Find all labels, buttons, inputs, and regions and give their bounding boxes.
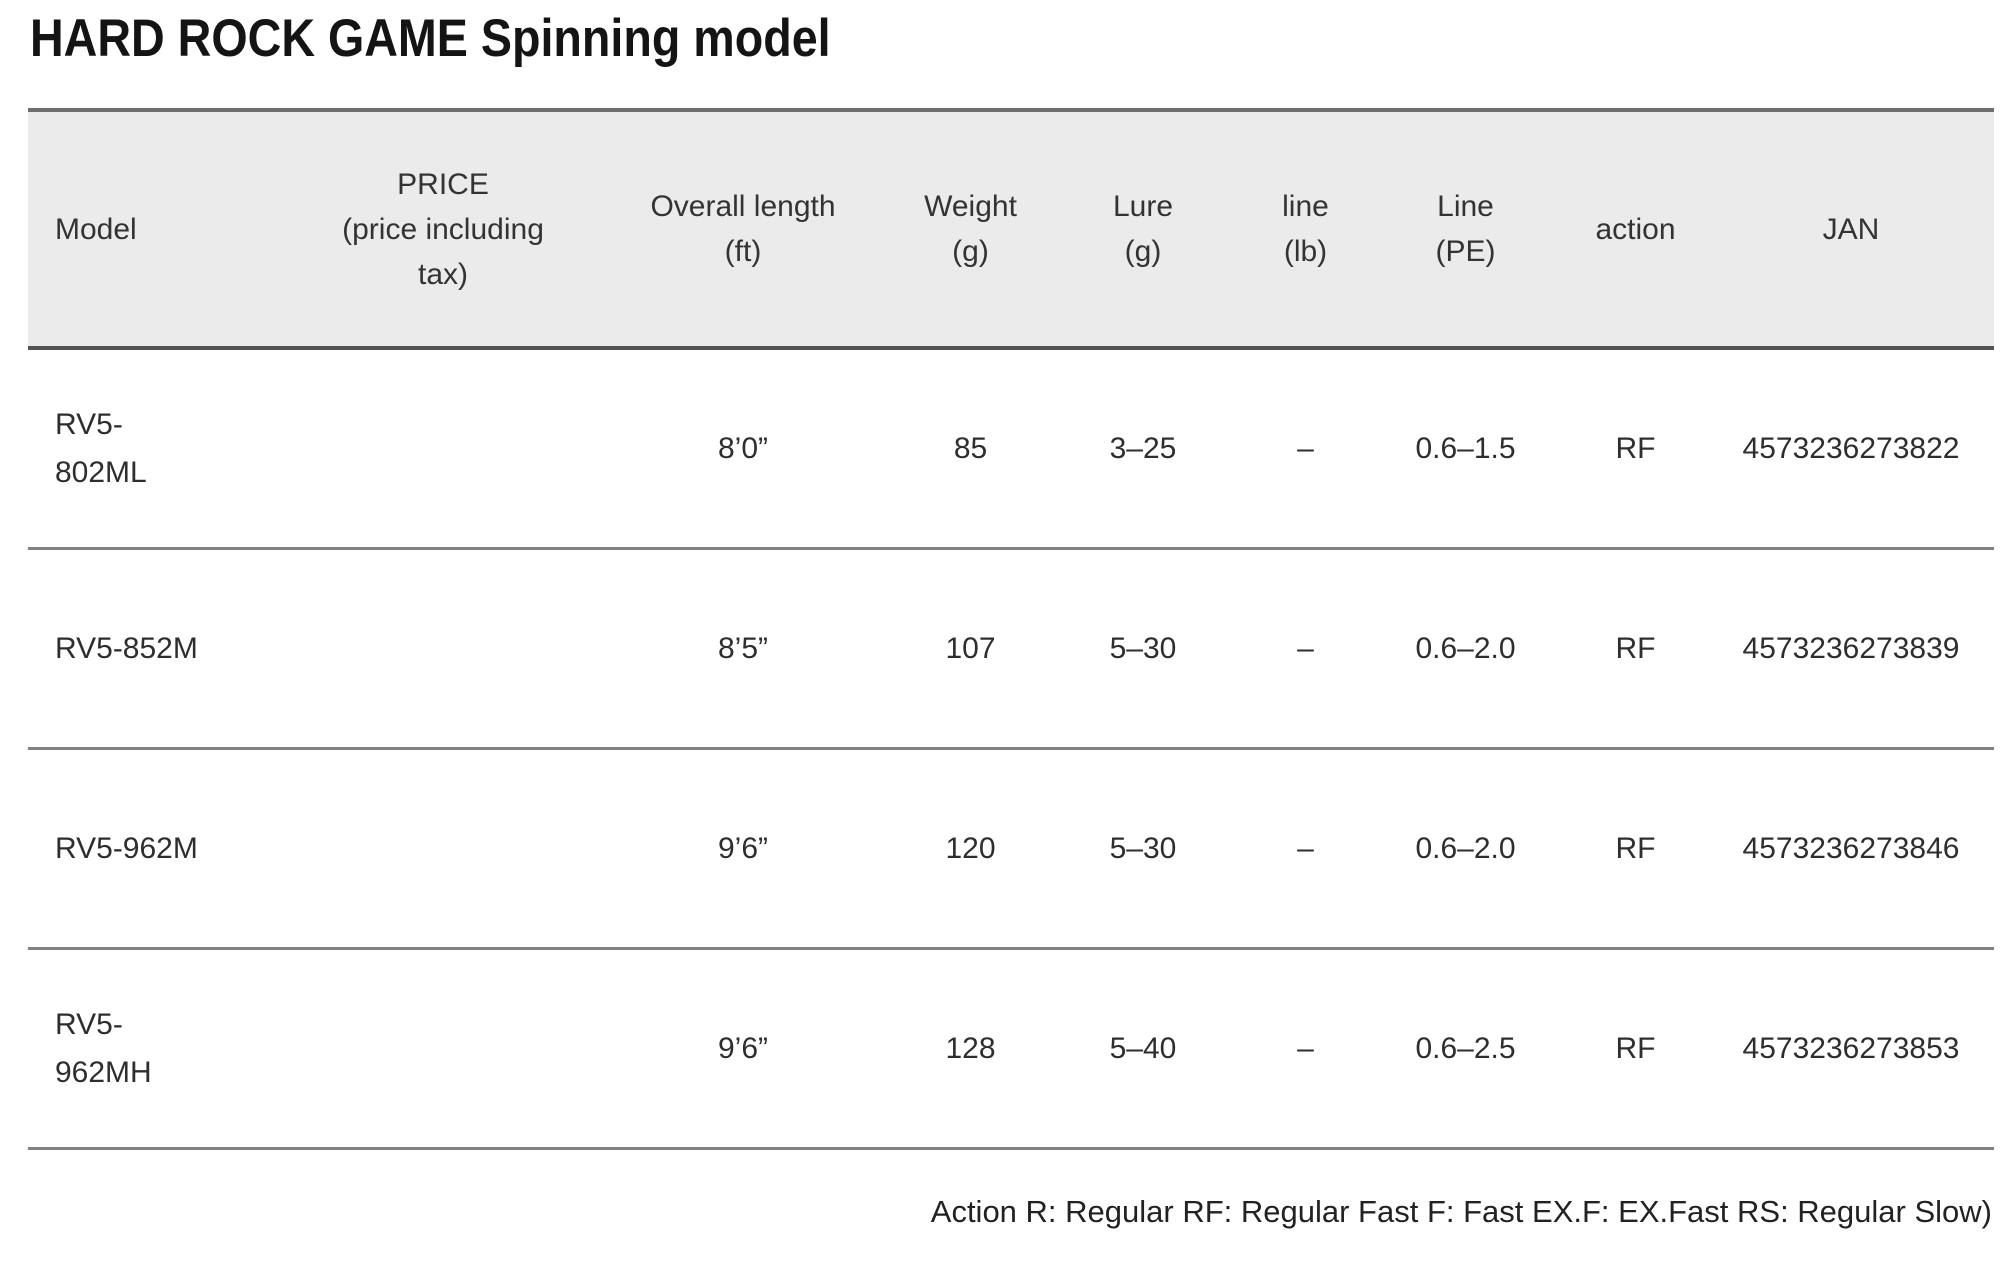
cell-line-pe: 0.6–2.0 (1415, 832, 1516, 865)
cell-model: RV5-802ML (28, 401, 298, 497)
col-header-price: PRICE (price including tax) (342, 167, 544, 291)
model-text: RV5-802ML (55, 407, 147, 489)
table-row: RV5-962M 9’6” 120 5–30 – 0.6–2.0 RF 4573… (28, 750, 1994, 950)
table-header-row: Model PRICE (price including tax) Overal… (28, 108, 1994, 350)
cell-action: RF (1615, 632, 1656, 665)
col-header-weight: Weight (g) (924, 190, 1017, 268)
model-text: RV5-962MH (55, 1007, 152, 1089)
table-row: RV5-962MH 9’6” 128 5–40 – 0.6–2.5 RF 457… (28, 950, 1994, 1150)
model-text: RV5-962M (55, 831, 198, 865)
cell-action: RF (1615, 832, 1656, 865)
col-header-lure: Lure (g) (1112, 190, 1174, 268)
cell-jan: 4573236273822 (1742, 432, 1960, 465)
cell-lure: 3–25 (1109, 432, 1177, 465)
cell-weight: 107 (945, 632, 996, 665)
page-title: HARD ROCK GAME Spinning model (30, 9, 831, 68)
cell-overall-length: 9’6” (717, 832, 769, 865)
col-header-line-lb: line (lb) (1282, 190, 1329, 268)
cell-model: RV5-962M (28, 825, 298, 873)
cell-overall-length: 8’0” (717, 432, 769, 465)
cell-weight: 128 (945, 1032, 996, 1065)
cell-line-lb: – (1297, 632, 1314, 665)
cell-line-pe: 0.6–1.5 (1415, 432, 1516, 465)
cell-line-lb: – (1297, 1032, 1314, 1065)
cell-weight: 120 (945, 832, 996, 865)
col-header-model: Model (55, 212, 137, 246)
cell-model: RV5-852M (28, 625, 298, 673)
cell-overall-length: 9’6” (717, 1032, 769, 1065)
cell-jan: 4573236273839 (1742, 632, 1960, 665)
cell-jan: 4573236273853 (1742, 1032, 1960, 1065)
cell-line-pe: 0.6–2.0 (1415, 632, 1516, 665)
cell-overall-length: 8’5” (717, 632, 769, 665)
cell-lure: 5–30 (1109, 832, 1177, 865)
cell-line-pe: 0.6–2.5 (1415, 1032, 1516, 1065)
cell-action: RF (1615, 1032, 1656, 1065)
col-header-jan: JAN (1822, 212, 1880, 246)
cell-line-lb: – (1297, 832, 1314, 865)
col-header-overall-length: Overall length (ft) (650, 190, 836, 268)
cell-model: RV5-962MH (28, 1001, 298, 1097)
table-row: RV5-852M 8’5” 107 5–30 – 0.6–2.0 RF 4573… (28, 550, 1994, 750)
cell-action: RF (1615, 432, 1656, 465)
spec-table: Model PRICE (price including tax) Overal… (28, 108, 1994, 1150)
action-legend: Action R: Regular RF: Regular Fast F: Fa… (930, 1194, 1992, 1229)
cell-lure: 5–40 (1109, 1032, 1177, 1065)
cell-jan: 4573236273846 (1742, 832, 1960, 865)
table-row: RV5-802ML 8’0” 85 3–25 – 0.6–1.5 RF 4573… (28, 350, 1994, 550)
cell-lure: 5–30 (1109, 632, 1177, 665)
cell-weight: 85 (953, 432, 988, 465)
col-header-line-pe: Line (PE) (1435, 190, 1496, 268)
cell-line-lb: – (1297, 432, 1314, 465)
model-text: RV5-852M (55, 631, 198, 665)
col-header-action: action (1595, 212, 1676, 246)
